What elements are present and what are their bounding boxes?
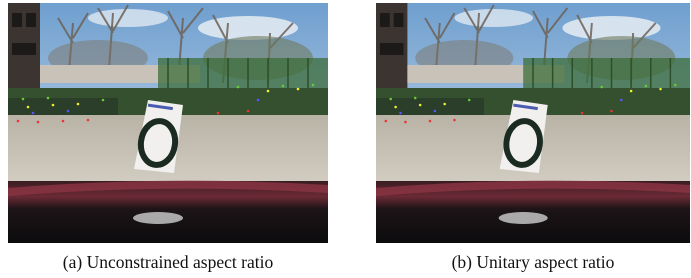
photo-scene: [8, 3, 328, 243]
photo-b: [376, 3, 690, 243]
photo-a: [8, 3, 328, 243]
caption: (a) Unconstrained aspect ratio: [8, 252, 328, 273]
caption: (b) Unitary aspect ratio: [376, 252, 690, 273]
photo-scene: [376, 3, 690, 243]
page: {"figure": {"subfigures": [ {"caption": …: [0, 0, 691, 278]
